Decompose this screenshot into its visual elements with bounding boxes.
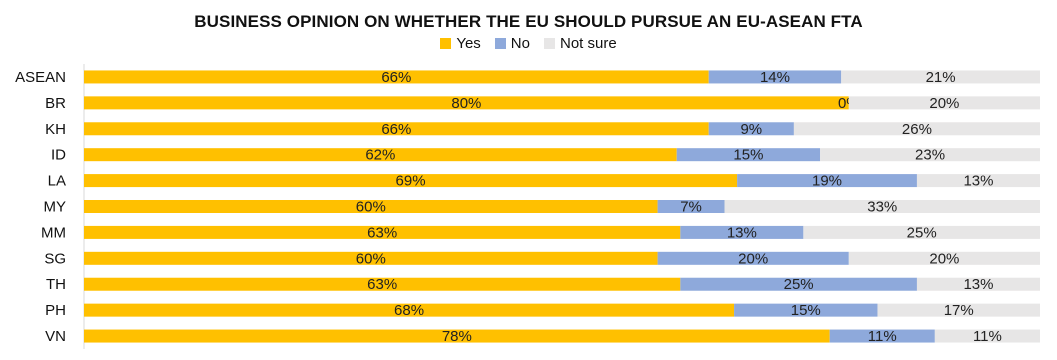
bar-not-sure: [820, 148, 1040, 162]
legend-label-yes: Yes: [456, 35, 481, 52]
data-label-yes: 66%: [381, 121, 411, 138]
bar-no: [657, 251, 849, 265]
data-label-no: 15%: [791, 302, 821, 319]
category-label: MM: [41, 224, 66, 241]
legend-item-no: No: [494, 35, 530, 52]
bar-yes: [84, 303, 735, 317]
data-label-no: 7%: [680, 199, 702, 216]
category-label: TH: [46, 276, 66, 293]
bar-yes: [84, 200, 658, 213]
data-label-no: 19%: [812, 173, 842, 190]
category-label: PH: [45, 302, 66, 319]
data-label-yes: 63%: [367, 276, 397, 293]
legend-item-yes: Yes: [440, 35, 481, 52]
data-label-yes: 62%: [365, 147, 395, 164]
bar-no: [657, 200, 725, 213]
chart-title: BUSINESS OPINION ON WHETHER THE EU SHOUL…: [194, 12, 863, 31]
data-label-yes: 63%: [367, 224, 397, 241]
legend-swatch-not-sure: [543, 38, 555, 49]
bar-not-sure: [848, 251, 1040, 265]
bar-yes: [84, 148, 677, 162]
data-label-not-sure: 11%: [973, 328, 1002, 345]
bar-no: [708, 70, 842, 84]
bar-yes: [84, 225, 681, 239]
data-label-not-sure: 17%: [944, 302, 974, 319]
category-label: KH: [45, 121, 66, 138]
bar-not-sure: [848, 96, 1040, 110]
data-label-no: 11%: [868, 328, 897, 345]
bar-yes: [84, 96, 849, 110]
bar-not-sure: [803, 225, 1040, 239]
bar-not-sure: [724, 200, 1040, 213]
category-label: ASEAN: [15, 69, 66, 86]
bar-yes: [84, 329, 830, 343]
bar-yes: [84, 70, 709, 84]
data-label-no: 15%: [733, 147, 763, 164]
data-label-not-sure: 26%: [902, 121, 932, 138]
data-label-no: 14%: [760, 69, 790, 86]
bar-no: [734, 303, 878, 317]
bar-no: [680, 277, 917, 291]
bar-no: [680, 225, 804, 239]
bar-yes: [84, 277, 681, 291]
data-label-not-sure: 20%: [929, 250, 959, 267]
bar-not-sure: [877, 303, 1040, 317]
data-label-no: 20%: [738, 250, 768, 267]
data-label-not-sure: 33%: [867, 199, 897, 216]
data-label-no: 9%: [740, 121, 762, 138]
data-label-not-sure: 13%: [963, 276, 993, 293]
data-label-yes: 68%: [394, 302, 424, 319]
data-label-no: 25%: [784, 276, 814, 293]
legend-swatch-no: [494, 38, 506, 49]
legend-swatch-yes: [440, 38, 452, 49]
bar-yes: [84, 251, 658, 265]
category-label: VN: [45, 328, 66, 345]
data-label-not-sure: 21%: [926, 69, 956, 86]
bar-not-sure: [934, 329, 1040, 343]
data-label-yes: 60%: [356, 199, 386, 216]
bar-not-sure: [793, 122, 1040, 136]
bar-not-sure: [841, 70, 1040, 84]
data-label-yes: 60%: [356, 250, 386, 267]
bar-no: [708, 122, 794, 136]
data-label-not-sure: 25%: [907, 224, 937, 241]
data-label-yes: 66%: [381, 69, 411, 86]
data-label-yes: 69%: [396, 173, 426, 190]
legend-item-not-sure: Not sure: [543, 35, 617, 52]
data-label-not-sure: 13%: [963, 173, 993, 190]
bar-yes: [84, 174, 738, 188]
bar-no: [737, 174, 917, 188]
bar-not-sure: [916, 277, 1040, 291]
data-label-no: 13%: [727, 224, 757, 241]
data-label-not-sure: 23%: [915, 147, 945, 164]
bar-no: [676, 148, 821, 162]
data-label-not-sure: 20%: [929, 95, 959, 112]
category-label: LA: [48, 173, 66, 190]
category-label: BR: [45, 95, 66, 112]
legend-label-not-sure: Not sure: [559, 35, 617, 52]
bar-yes: [84, 122, 709, 136]
category-label: ID: [51, 147, 66, 164]
category-label: MY: [44, 199, 67, 216]
data-label-yes: 80%: [451, 95, 481, 112]
bar-not-sure: [916, 174, 1040, 188]
legend-label-no: No: [510, 35, 530, 52]
legend: Yes No Not sure: [0, 35, 1057, 52]
bar-no: [829, 329, 935, 343]
data-label-yes: 78%: [442, 328, 472, 345]
category-label: SG: [44, 250, 66, 267]
